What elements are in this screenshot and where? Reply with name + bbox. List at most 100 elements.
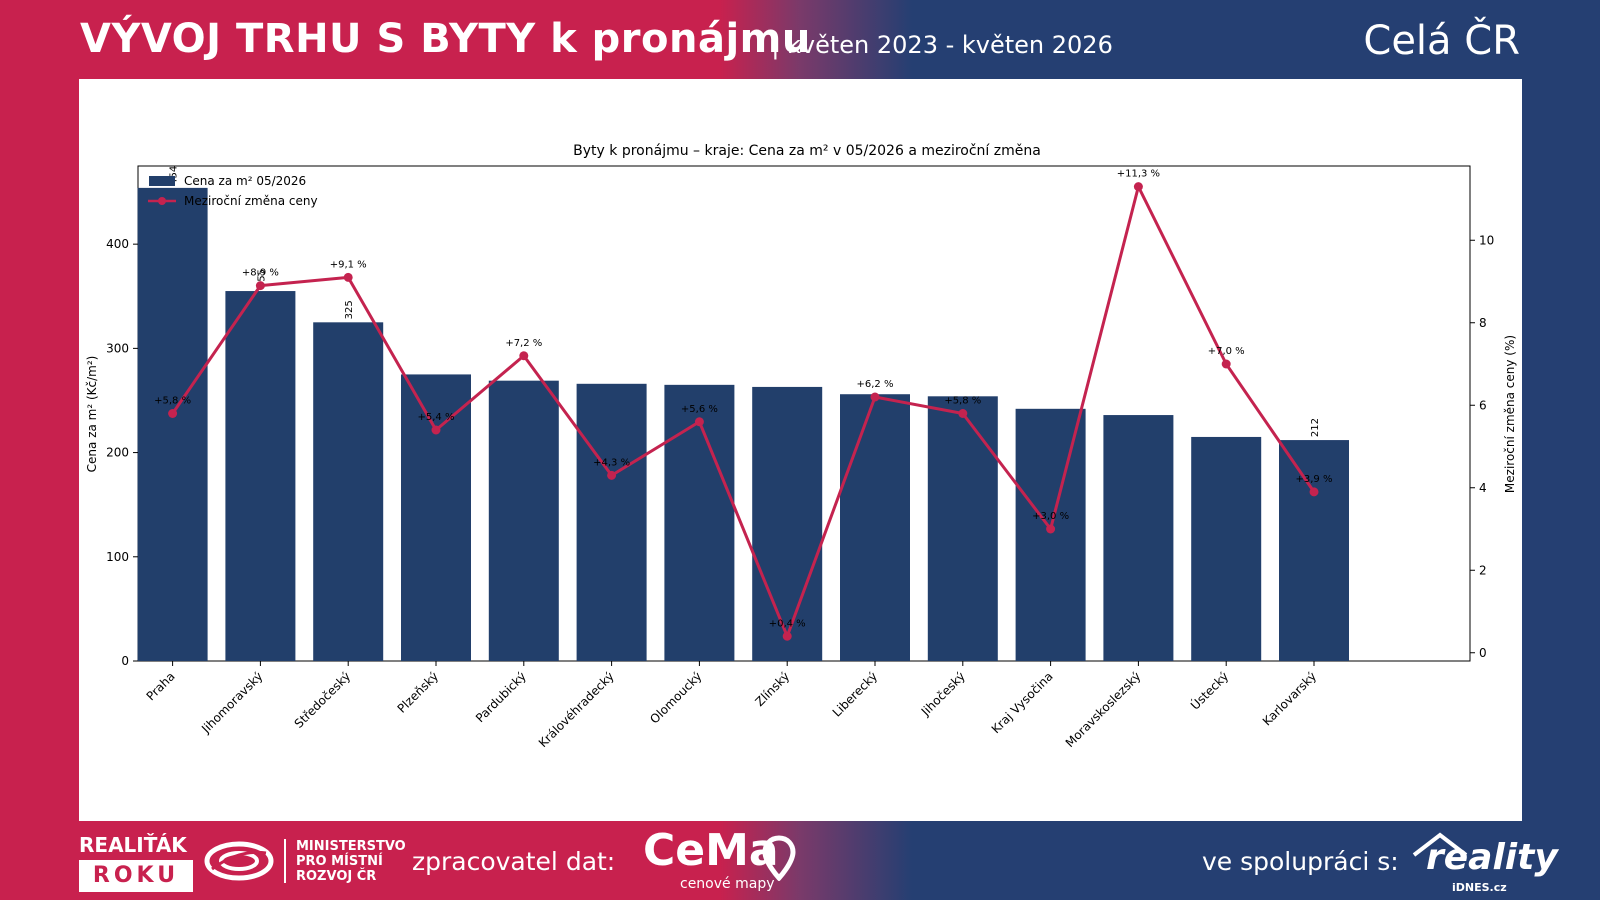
cemap-logo: CeMa [643,825,779,876]
change-point [519,351,529,361]
change-point [1046,524,1056,534]
map-pin-icon [762,835,796,881]
bar [137,187,208,661]
x-tick-label: Liberecký [830,669,880,719]
bar [1191,436,1262,661]
x-tick-label: Plzeňský [395,669,441,715]
legend-bar-label: Cena za m² 05/2026 [184,174,306,188]
bar [927,396,998,661]
x-tick-label: Karlovarský [1260,669,1319,728]
award-badge: ROKU [79,860,193,892]
x-tick-label: Ústecký [1187,669,1231,713]
house-roof-icon [1412,832,1468,857]
change-value-label: +7,2 % [505,338,542,349]
page-title: VÝVOJ TRHU S BYTY k pronájmu [80,16,811,62]
bar [576,383,647,661]
y-tick-label: 200 [106,446,129,460]
y-tick-label: 0 [121,654,129,668]
y2-tick-label: 2 [1479,563,1487,577]
ministry-line: PRO MÍSTNÍ [296,854,383,869]
y2-tick-label: 10 [1479,233,1494,247]
reality-logo: reality [1426,837,1558,878]
bar [1279,440,1349,661]
y-tick-label: 100 [106,550,129,564]
x-axis: Praha Jihomoravský Středočeský Plzeňský Pard… [144,661,1319,750]
bars-group [137,187,1349,661]
bar-labels-group: 454 355 325 212 [169,166,1321,437]
legend: Cena za m² 05/2026 Meziroční změna ceny [148,174,318,208]
legend-line-marker [158,197,166,205]
partner-label: ve spolupráci s: [1202,847,1399,876]
change-point [1309,487,1319,497]
legend-line-label: Meziroční změna ceny [184,194,318,208]
y2-tick-label: 8 [1479,316,1487,330]
legend-bar-swatch [149,176,175,186]
y-axis-right: 0 2 4 6 8 10 [1470,233,1494,660]
reality-domain: iDNES.cz [1452,881,1507,894]
y2-tick-label: 0 [1479,646,1487,660]
x-tick-label: Praha [144,669,178,703]
change-point [168,409,178,418]
bar [752,386,823,661]
change-point [255,281,265,291]
x-tick-label: Jihočeský [918,669,968,719]
y-tick-label: 300 [106,341,129,355]
chart: Byty k pronájmu – kraje: Cena za m² v 05… [85,143,1517,750]
y-axis-left: 0 100 200 300 400 [106,237,138,668]
award-title: REALIŤÁK [79,833,187,857]
change-value-label: +5,6 % [681,404,718,415]
bar [225,291,296,661]
y-axis-label: Cena za m² (Kč/m²) [85,356,99,473]
x-tick-label: Královéhradecký [536,669,617,750]
processor-label: zpracovatel dat: [412,847,616,876]
x-tick-label: Moravskoslezský [1063,669,1144,750]
y-tick-label: 400 [106,237,129,251]
y2-tick-label: 6 [1479,398,1487,412]
ministry-emblem-icon [204,841,274,881]
change-value-label: +11,3 % [1117,169,1160,180]
x-tick-label: Jihomoravský [198,669,265,736]
change-point [343,272,353,282]
bar-value-label: 454 [169,166,180,185]
change-point [958,409,968,418]
change-value-label: +5,8 % [154,396,191,407]
change-labels-group: +5,8 % +8,9 % +9,1 % +5,4 % +7,2 % +4,3 % +5,6… [154,169,1332,630]
cemap-tagline: cenové mapy [680,876,775,892]
change-value-label: +0,4 % [769,618,806,629]
change-line-group [168,182,1319,641]
x-tick-label: Pardubický [473,669,529,725]
bar [1015,408,1086,661]
bar [1103,415,1174,661]
x-tick-label: Středočeský [292,669,354,731]
change-value-label: +5,4 % [418,412,455,423]
x-tick-label: Zlínský [752,669,792,709]
chart-panel: Byty k pronájmu – kraje: Cena za m² v 05… [79,79,1522,821]
title-separator: | [772,30,779,60]
change-point [694,417,704,427]
change-value-label: +6,2 % [857,379,894,390]
y2-tick-label: 4 [1479,481,1487,495]
change-value-label: +7,0 % [1208,346,1245,357]
bar [401,374,471,661]
change-point [1221,359,1231,369]
change-value-label: +3,9 % [1296,474,1333,485]
x-tick-label: Olomoucký [647,669,704,726]
header: VÝVOJ TRHU S BYTY k pronájmu | květen 20… [0,0,1600,80]
change-value-label: +8,9 % [242,268,279,279]
bar [488,380,559,661]
footer: REALIŤÁK ROKU MINISTERSTVO PRO MÍSTNÍ RO… [0,821,1600,900]
period-subtitle: květen 2023 - květen 2026 [787,31,1113,59]
x-tick-label: Kraj Vysočina [989,669,1056,736]
bar [313,322,384,661]
change-value-label: +4,3 % [593,457,630,468]
change-point [782,631,792,641]
y2-axis-label: Meziroční změna ceny (%) [1503,335,1517,493]
ministry-line: MINISTERSTVO [296,839,406,854]
change-point [431,425,441,435]
change-value-label: +5,8 % [944,396,981,407]
change-value-label: +9,1 % [330,259,367,270]
region-label: Celá ČR [1363,18,1520,64]
bar [840,394,910,661]
ministry-line: ROZVOJ ČR [296,869,377,884]
bar-value-label: 325 [344,300,355,319]
